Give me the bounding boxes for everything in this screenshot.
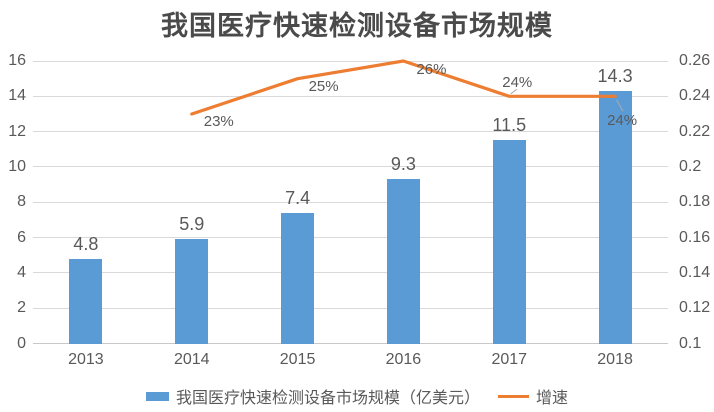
bar-series-swatch-icon xyxy=(145,391,169,401)
y-axis-right-tick: 0.22 xyxy=(679,122,711,140)
bar xyxy=(598,91,632,344)
bar xyxy=(175,239,209,344)
x-axis-label: 2014 xyxy=(173,351,210,368)
y-axis-left-tick: 16 xyxy=(8,52,26,69)
line-data-label: 26% xyxy=(416,61,447,78)
gridline xyxy=(33,272,668,274)
line-data-label: 24% xyxy=(607,112,638,130)
y-axis-right-tick: 0.2 xyxy=(679,157,702,175)
line-data-label: 25% xyxy=(308,77,339,95)
x-axis-label: 2015 xyxy=(279,351,316,368)
x-axis-label: 2013 xyxy=(68,351,104,368)
x-axis-line xyxy=(33,343,668,344)
bar-data-label: 4.8 xyxy=(73,233,99,254)
gridline xyxy=(33,95,668,97)
line-data-label: 24% xyxy=(502,74,533,92)
y-axis-left-tick: 4 xyxy=(17,263,26,281)
line-series-swatch-icon xyxy=(498,394,529,398)
y-axis-left-tick: 2 xyxy=(17,299,26,317)
legend-item-market-size: 我国医疗快速检测设备市场规模（亿美元） xyxy=(145,384,480,408)
y-axis-right-tick: 0.18 xyxy=(679,193,711,211)
bar xyxy=(386,179,420,344)
bar xyxy=(492,140,526,344)
bar-data-label: 14.3 xyxy=(597,66,633,87)
y-axis-right-tick: 0.26 xyxy=(679,52,711,69)
y-axis-right-tick: 0.14 xyxy=(679,263,711,281)
legend-label-growth: 增速 xyxy=(536,390,569,407)
y-axis-left-tick: 10 xyxy=(8,157,26,175)
legend: 我国医疗快速检测设备市场规模（亿美元） 增速 xyxy=(0,384,714,408)
bar xyxy=(281,212,315,344)
gridline xyxy=(33,60,668,62)
bar-data-label: 7.4 xyxy=(285,187,311,208)
bar-data-label: 9.3 xyxy=(390,154,416,175)
gridline xyxy=(33,307,668,309)
y-axis-left-tick: 14 xyxy=(8,87,26,105)
x-axis-label: 2017 xyxy=(491,351,528,368)
y-axis-right-tick: 0.1 xyxy=(679,334,702,352)
legend-item-growth: 增速 xyxy=(498,384,568,408)
y-axis-right-tick: 0.12 xyxy=(679,299,711,317)
gridline xyxy=(33,237,668,239)
bar-data-label: 5.9 xyxy=(179,214,205,235)
gridline xyxy=(33,131,668,133)
chart-title: 我国医疗快速检测设备市场规模 xyxy=(161,11,553,41)
x-axis-label: 2016 xyxy=(385,351,422,368)
growth-line xyxy=(190,59,617,116)
y-axis-left-tick: 6 xyxy=(17,228,26,246)
y-axis-left-tick: 0 xyxy=(17,334,26,352)
y-axis-left-tick: 8 xyxy=(17,193,26,211)
bar-data-label: 11.5 xyxy=(492,115,527,136)
bar xyxy=(69,258,103,344)
y-axis-right-tick: 0.16 xyxy=(679,228,711,246)
line-data-label: 23% xyxy=(203,112,234,130)
gridline xyxy=(33,166,668,168)
gridline xyxy=(33,201,668,203)
x-axis-label: 2018 xyxy=(597,351,633,368)
y-axis-right-tick: 0.24 xyxy=(679,87,711,105)
legend-label-market-size: 我国医疗快速检测设备市场规模（亿美元） xyxy=(175,390,480,407)
y-axis-left-tick: 12 xyxy=(8,122,26,140)
